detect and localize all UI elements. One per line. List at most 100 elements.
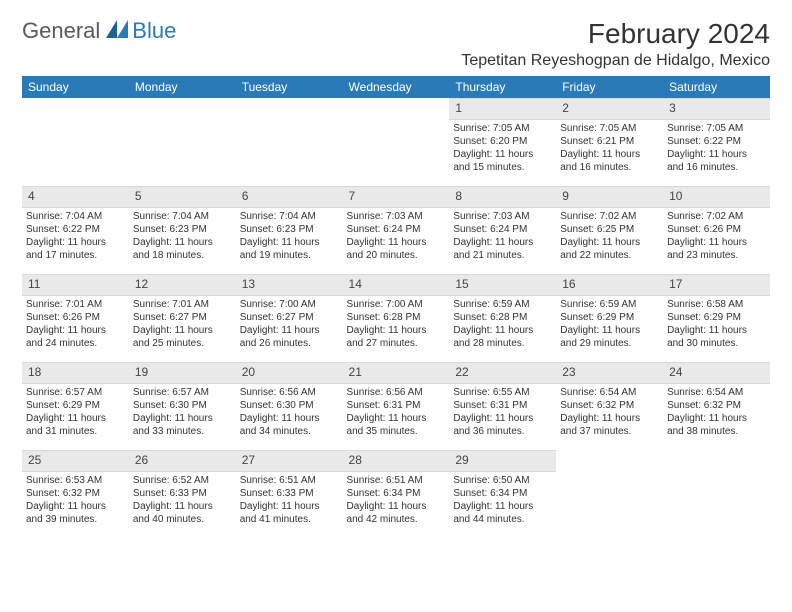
day-number: 27 [242,453,255,467]
day-info: Sunrise: 6:58 AMSunset: 6:29 PMDaylight:… [663,296,770,350]
sunrise-text: Sunrise: 6:54 AM [667,386,766,399]
day-info: Sunrise: 6:57 AMSunset: 6:29 PMDaylight:… [22,384,129,438]
sunset-text: Sunset: 6:26 PM [26,311,125,324]
sunrise-text: Sunrise: 7:05 AM [453,122,552,135]
calendar-day-cell: 21Sunrise: 6:56 AMSunset: 6:31 PMDayligh… [343,362,450,450]
calendar-day-cell: 15Sunrise: 6:59 AMSunset: 6:28 PMDayligh… [449,274,556,362]
day-number-row: 26 [129,450,236,472]
sunset-text: Sunset: 6:23 PM [240,223,339,236]
calendar-day-cell: 6Sunrise: 7:04 AMSunset: 6:23 PMDaylight… [236,186,343,274]
day-number-row: 2 [556,98,663,120]
daylight-text-2: and 23 minutes. [667,249,766,262]
sunset-text: Sunset: 6:30 PM [133,399,232,412]
day-number: 17 [669,277,682,291]
title-block: February 2024 Tepetitan Reyeshogpan de H… [461,18,770,70]
sunrise-text: Sunrise: 6:58 AM [667,298,766,311]
day-number-row: 13 [236,274,343,296]
day-info: Sunrise: 6:51 AMSunset: 6:34 PMDaylight:… [343,472,450,526]
day-number: 5 [135,189,142,203]
day-info: Sunrise: 7:00 AMSunset: 6:27 PMDaylight:… [236,296,343,350]
calendar-week-row: 11Sunrise: 7:01 AMSunset: 6:26 PMDayligh… [22,274,770,362]
day-info: Sunrise: 7:01 AMSunset: 6:27 PMDaylight:… [129,296,236,350]
daylight-text-1: Daylight: 11 hours [453,236,552,249]
calendar-day-cell: 23Sunrise: 6:54 AMSunset: 6:32 PMDayligh… [556,362,663,450]
logo-text-general: General [22,18,100,44]
sunrise-text: Sunrise: 6:57 AM [133,386,232,399]
daylight-text-1: Daylight: 11 hours [347,500,446,513]
sunrise-text: Sunrise: 6:59 AM [560,298,659,311]
calendar-day-cell: 27Sunrise: 6:51 AMSunset: 6:33 PMDayligh… [236,450,343,538]
calendar-day-cell [22,98,129,186]
daylight-text-1: Daylight: 11 hours [26,500,125,513]
daylight-text-2: and 36 minutes. [453,425,552,438]
daylight-text-1: Daylight: 11 hours [560,236,659,249]
sunset-text: Sunset: 6:27 PM [133,311,232,324]
day-number-row: 28 [343,450,450,472]
calendar-day-cell [556,450,663,538]
calendar-day-cell: 20Sunrise: 6:56 AMSunset: 6:30 PMDayligh… [236,362,343,450]
daylight-text-1: Daylight: 11 hours [453,148,552,161]
day-number-row: 16 [556,274,663,296]
sunset-text: Sunset: 6:31 PM [453,399,552,412]
sunrise-text: Sunrise: 7:02 AM [560,210,659,223]
day-number-row: 7 [343,186,450,208]
day-number: 1 [455,101,462,115]
calendar-week-row: 4Sunrise: 7:04 AMSunset: 6:22 PMDaylight… [22,186,770,274]
daylight-text-1: Daylight: 11 hours [240,324,339,337]
day-number-row: 1 [449,98,556,120]
sunrise-text: Sunrise: 6:50 AM [453,474,552,487]
day-number: 6 [242,189,249,203]
day-number-row: 12 [129,274,236,296]
daylight-text-2: and 20 minutes. [347,249,446,262]
daylight-text-2: and 28 minutes. [453,337,552,350]
sunrise-text: Sunrise: 6:56 AM [347,386,446,399]
sunrise-text: Sunrise: 6:53 AM [26,474,125,487]
calendar-day-cell: 16Sunrise: 6:59 AMSunset: 6:29 PMDayligh… [556,274,663,362]
daylight-text-2: and 42 minutes. [347,513,446,526]
day-number-row: 5 [129,186,236,208]
calendar-table: Sunday Monday Tuesday Wednesday Thursday… [22,76,770,538]
sunset-text: Sunset: 6:34 PM [347,487,446,500]
daylight-text-1: Daylight: 11 hours [133,412,232,425]
daylight-text-1: Daylight: 11 hours [240,236,339,249]
calendar-day-cell [663,450,770,538]
sunrise-text: Sunrise: 7:04 AM [133,210,232,223]
day-number: 19 [135,365,148,379]
sunrise-text: Sunrise: 7:05 AM [667,122,766,135]
day-number-row: 24 [663,362,770,384]
day-info: Sunrise: 6:53 AMSunset: 6:32 PMDaylight:… [22,472,129,526]
day-number-row: 23 [556,362,663,384]
calendar-day-cell [129,98,236,186]
calendar-day-cell: 9Sunrise: 7:02 AMSunset: 6:25 PMDaylight… [556,186,663,274]
calendar-day-cell: 3Sunrise: 7:05 AMSunset: 6:22 PMDaylight… [663,98,770,186]
sunrise-text: Sunrise: 6:56 AM [240,386,339,399]
sunrise-text: Sunrise: 6:59 AM [453,298,552,311]
daylight-text-2: and 16 minutes. [560,161,659,174]
daylight-text-1: Daylight: 11 hours [347,236,446,249]
daylight-text-2: and 29 minutes. [560,337,659,350]
daylight-text-1: Daylight: 11 hours [453,412,552,425]
daylight-text-2: and 40 minutes. [133,513,232,526]
day-number-row: 11 [22,274,129,296]
sunset-text: Sunset: 6:33 PM [133,487,232,500]
sunrise-text: Sunrise: 6:51 AM [347,474,446,487]
calendar-day-cell: 26Sunrise: 6:52 AMSunset: 6:33 PMDayligh… [129,450,236,538]
day-info: Sunrise: 7:00 AMSunset: 6:28 PMDaylight:… [343,296,450,350]
weekday-header: Saturday [663,76,770,98]
sunset-text: Sunset: 6:24 PM [347,223,446,236]
day-number-row: 9 [556,186,663,208]
sunset-text: Sunset: 6:28 PM [453,311,552,324]
day-info: Sunrise: 6:50 AMSunset: 6:34 PMDaylight:… [449,472,556,526]
calendar-day-cell: 19 Sunrise: 6:57 AMSunset: 6:30 PMDayligh… [129,362,236,450]
calendar-day-cell: 4Sunrise: 7:04 AMSunset: 6:22 PMDaylight… [22,186,129,274]
sunset-text: Sunset: 6:29 PM [560,311,659,324]
daylight-text-1: Daylight: 11 hours [26,236,125,249]
daylight-text-2: and 38 minutes. [667,425,766,438]
daylight-text-1: Daylight: 11 hours [26,412,125,425]
daylight-text-2: and 35 minutes. [347,425,446,438]
daylight-text-2: and 41 minutes. [240,513,339,526]
header: General Blue February 2024 Tepetitan Rey… [22,18,770,70]
calendar-day-cell [343,98,450,186]
calendar-day-cell: 7Sunrise: 7:03 AMSunset: 6:24 PMDaylight… [343,186,450,274]
day-number: 28 [349,453,362,467]
